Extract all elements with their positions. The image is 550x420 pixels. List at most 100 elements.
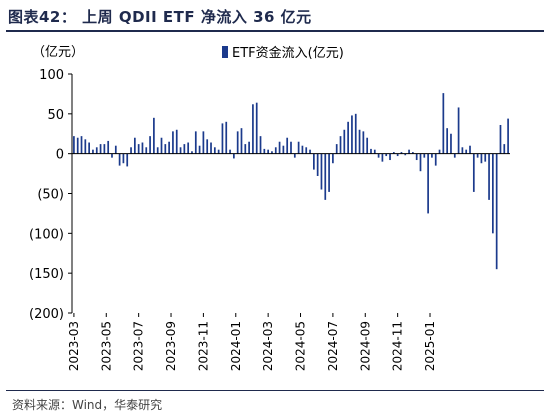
y-tick-label: 100 xyxy=(39,68,64,83)
bar xyxy=(434,153,437,166)
bar xyxy=(92,149,94,154)
bar xyxy=(423,153,426,158)
bar xyxy=(412,152,414,154)
bar xyxy=(507,118,509,154)
bar xyxy=(114,145,117,154)
bar xyxy=(225,121,228,154)
bar xyxy=(175,129,178,154)
bar xyxy=(133,137,136,154)
bar xyxy=(366,137,369,154)
bars-layer xyxy=(73,93,509,270)
bar xyxy=(164,144,167,154)
bar xyxy=(450,133,452,154)
bar xyxy=(313,153,315,170)
bar xyxy=(187,142,190,154)
bar xyxy=(484,153,487,162)
bar xyxy=(149,136,151,154)
bar xyxy=(168,141,170,154)
y-tick-label: (200) xyxy=(29,307,64,322)
bar xyxy=(263,148,266,154)
bar xyxy=(499,124,502,154)
bar xyxy=(442,93,445,154)
bar xyxy=(492,153,494,234)
bar xyxy=(76,137,79,154)
legend-label: ETF资金流入(亿元) xyxy=(232,45,344,61)
bar xyxy=(122,153,125,164)
bar xyxy=(480,153,483,164)
bar xyxy=(461,147,464,154)
footer-divider xyxy=(6,390,544,391)
y-ticks-layer: 100 50 0 (50) (100) (150) (200) xyxy=(29,68,72,322)
x-tick-label: 2024-05 xyxy=(294,321,308,371)
bar xyxy=(198,145,201,154)
bar xyxy=(160,137,163,154)
bar xyxy=(213,147,216,154)
bar xyxy=(179,147,182,154)
title-divider xyxy=(6,30,544,32)
bar xyxy=(267,149,269,154)
bar xyxy=(107,140,110,154)
bar xyxy=(233,153,235,159)
bar xyxy=(156,147,159,154)
bar xyxy=(274,147,277,154)
bar xyxy=(320,153,323,190)
bar xyxy=(316,153,319,176)
bar xyxy=(153,117,155,154)
x-tick-label: 2023-07 xyxy=(132,321,146,371)
figure-title: 图表42： 上周 QDII ETF 净流入 36 亿元 xyxy=(8,8,312,26)
bar xyxy=(457,107,460,154)
bar xyxy=(88,142,90,154)
legend-swatch xyxy=(222,46,228,58)
y-tick-label: (150) xyxy=(29,267,64,282)
bar xyxy=(236,131,239,154)
x-tick-label: 2023-11 xyxy=(196,321,210,371)
bar xyxy=(358,129,361,154)
bar xyxy=(373,149,376,154)
bar xyxy=(271,151,273,154)
bar xyxy=(503,144,506,154)
bar xyxy=(80,136,83,154)
bar-chart: 100 50 0 (50) (100) (150) (200) 2023-03 2023-05… xyxy=(29,45,510,371)
bar xyxy=(244,144,247,154)
x-tick-label: 2024-11 xyxy=(391,321,405,371)
bar xyxy=(438,149,441,154)
bar xyxy=(202,131,205,154)
bar xyxy=(431,153,433,158)
bar xyxy=(103,144,106,154)
bar xyxy=(126,153,129,167)
bar xyxy=(252,104,254,154)
bar xyxy=(370,148,372,154)
bar xyxy=(362,131,365,154)
x-tick-label: 2023-05 xyxy=(99,321,113,371)
bar xyxy=(191,151,193,154)
x-tick-label: 2025-01 xyxy=(423,321,437,371)
y-tick-label: (50) xyxy=(37,188,64,203)
x-ticks-layer: 2023-03 2023-05 2023-07 2023-09 2023-11 2024-… xyxy=(67,313,437,371)
bar xyxy=(400,152,403,154)
bar xyxy=(95,147,98,154)
bar xyxy=(392,152,395,154)
bar xyxy=(221,123,224,154)
bar xyxy=(396,153,399,157)
bar xyxy=(84,139,87,154)
bar xyxy=(453,153,456,158)
bar xyxy=(377,153,380,158)
bar xyxy=(297,141,300,154)
bar xyxy=(290,141,292,154)
bar xyxy=(469,145,471,154)
bar xyxy=(415,153,418,161)
bar xyxy=(217,149,220,154)
bar xyxy=(419,153,422,172)
bar xyxy=(130,147,132,154)
bar xyxy=(286,137,289,154)
source-note: 资料来源：Wind，华泰研究 xyxy=(12,398,163,412)
y-unit-label: （亿元） xyxy=(32,45,84,60)
bar xyxy=(278,141,281,154)
bar xyxy=(282,145,285,154)
y-tick-label: (100) xyxy=(29,227,64,242)
bar xyxy=(404,153,407,156)
bar xyxy=(476,153,479,158)
bar xyxy=(408,149,410,154)
bar xyxy=(172,131,174,154)
bar xyxy=(111,153,113,158)
